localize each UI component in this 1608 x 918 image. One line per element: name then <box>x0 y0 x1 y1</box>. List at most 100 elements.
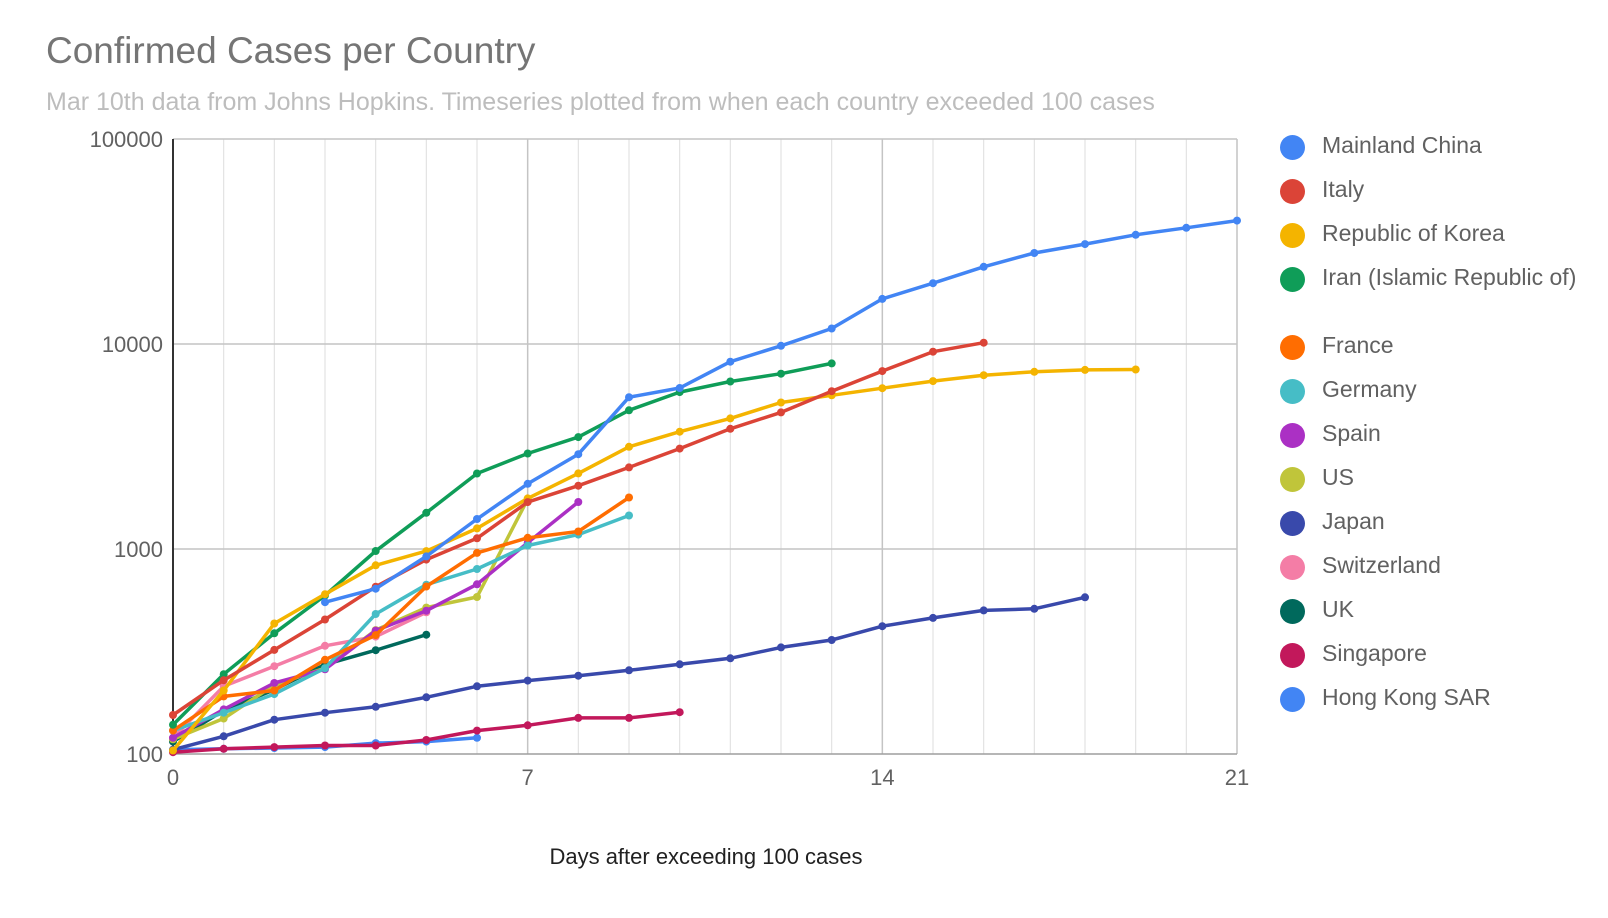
data-point <box>169 746 177 755</box>
data-point <box>979 371 988 380</box>
data-point <box>675 384 684 392</box>
data-point <box>473 726 481 735</box>
data-point <box>979 606 988 615</box>
data-point <box>574 469 583 478</box>
x-axis-label: Days after exceeding 100 cases <box>549 844 862 869</box>
legend-label: Hong Kong SAR <box>1322 684 1491 710</box>
data-point <box>878 367 887 376</box>
data-point <box>929 279 937 288</box>
data-point <box>422 508 431 517</box>
data-point <box>219 686 228 695</box>
series-line <box>171 610 429 740</box>
data-point <box>979 262 988 271</box>
y-tick-label: 100 <box>126 742 163 767</box>
x-tick-label: 7 <box>522 765 534 790</box>
legend-label: Switzerland <box>1322 552 1441 578</box>
data-point <box>625 713 633 722</box>
legend-color-swatch <box>1280 135 1305 160</box>
data-point <box>1030 367 1039 376</box>
data-point <box>523 479 532 488</box>
data-point <box>270 743 279 752</box>
chart-grid <box>173 138 1238 754</box>
data-point <box>371 646 380 655</box>
data-point <box>473 524 481 533</box>
series-line <box>171 361 834 727</box>
data-point <box>523 541 532 550</box>
data-point <box>1131 230 1140 239</box>
legend-label: Iran (Islamic Republic of) <box>1322 264 1577 290</box>
data-point <box>422 630 431 639</box>
chart-tick-labels: 0 7 14 21 100 1000 10000 100000 <box>90 127 1250 790</box>
legend-label: UK <box>1322 596 1354 622</box>
data-point <box>878 294 887 303</box>
data-point <box>574 450 583 459</box>
data-point <box>473 469 481 478</box>
legend-color-swatch <box>1280 335 1305 360</box>
data-point <box>929 347 937 356</box>
data-point <box>777 643 785 652</box>
legend-label: Mainland China <box>1322 132 1482 158</box>
data-point <box>422 582 431 591</box>
legend-color-swatch <box>1280 379 1305 404</box>
series-line <box>171 495 631 733</box>
x-tick-label: 0 <box>167 765 179 790</box>
data-point <box>1233 216 1241 225</box>
data-point <box>473 682 481 691</box>
data-point <box>726 377 735 386</box>
data-point <box>523 721 532 730</box>
data-point <box>675 427 684 436</box>
data-point <box>371 561 380 570</box>
data-point <box>878 384 887 393</box>
data-point <box>473 548 481 557</box>
y-tick-label: 10000 <box>102 332 163 357</box>
data-point <box>726 414 735 423</box>
legend-color-swatch <box>1280 267 1305 292</box>
data-point <box>219 714 228 723</box>
data-point <box>574 433 583 442</box>
data-point <box>827 359 836 368</box>
data-point <box>473 593 481 601</box>
data-point <box>625 393 633 402</box>
data-point <box>1081 365 1089 374</box>
data-point <box>371 547 380 555</box>
legend-color-swatch <box>1280 687 1305 712</box>
data-point <box>777 408 785 417</box>
data-point <box>169 733 177 742</box>
series-iran-islamic-republic-of <box>169 359 836 729</box>
legend-color-swatch <box>1280 423 1305 448</box>
legend-color-swatch <box>1280 511 1305 536</box>
data-point <box>1030 604 1039 613</box>
data-point <box>371 631 380 640</box>
data-point <box>777 369 785 378</box>
data-point <box>675 444 684 453</box>
series-mainland-china <box>321 216 1241 607</box>
data-point <box>473 565 481 573</box>
data-point <box>726 654 735 663</box>
chart-subtitle: Mar 10th data from Johns Hopkins. Timese… <box>46 88 1155 116</box>
data-point <box>625 666 633 675</box>
data-point <box>422 693 431 702</box>
data-point <box>219 744 228 753</box>
data-point <box>574 527 583 536</box>
data-point <box>574 671 583 680</box>
series-republic-of-korea <box>169 365 1140 755</box>
data-point <box>270 679 279 687</box>
data-point <box>625 493 633 502</box>
data-point <box>827 636 836 644</box>
data-point <box>979 338 988 347</box>
data-point <box>574 713 583 722</box>
legend-color-swatch <box>1280 467 1305 492</box>
legend-color-swatch <box>1280 643 1305 668</box>
data-point <box>625 463 633 472</box>
data-point <box>726 424 735 433</box>
legend-color-swatch <box>1280 555 1305 580</box>
data-point <box>726 357 735 366</box>
data-point <box>321 590 329 599</box>
data-point <box>1030 249 1039 257</box>
series-singapore <box>169 708 684 757</box>
data-point <box>777 341 785 350</box>
legend-color-swatch <box>1280 599 1305 624</box>
data-point <box>473 515 481 523</box>
data-point <box>219 708 228 717</box>
data-point <box>1081 240 1089 249</box>
